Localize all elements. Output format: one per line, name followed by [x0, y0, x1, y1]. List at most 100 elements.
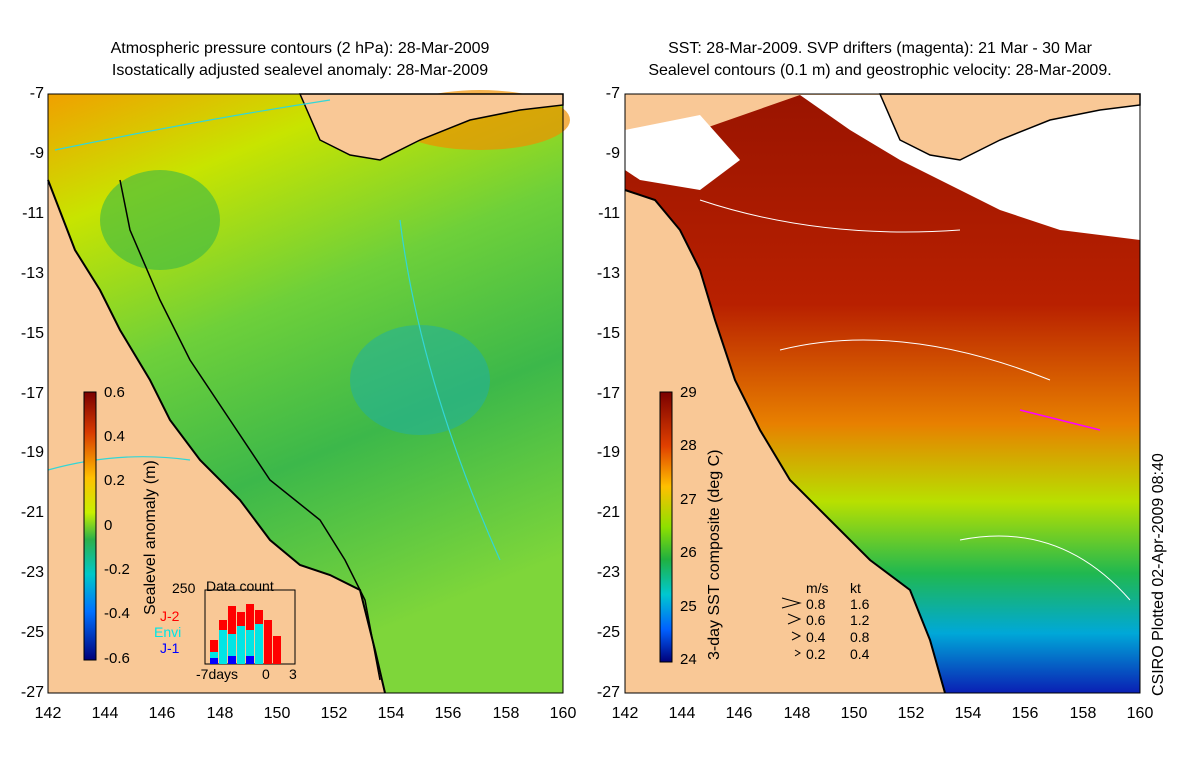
inset-bar — [237, 626, 245, 664]
lon-tick: 142 — [34, 705, 62, 722]
lon-tick: 156 — [1011, 705, 1039, 722]
velocity-arrow-0-2 — [794, 649, 801, 657]
left-map-coastline — [47, 179, 386, 694]
lon-tick: 148 — [783, 705, 811, 722]
left-colorbar — [83, 391, 97, 661]
lat-tick: -27 — [596, 684, 620, 701]
lat-tick: -17 — [20, 385, 44, 402]
lat-tick: -15 — [20, 325, 44, 342]
velocity-legend-ms: 0.2 — [806, 646, 826, 662]
lon-tick: 152 — [320, 705, 348, 722]
inset-legend-j1: J-1 — [160, 640, 180, 656]
left-map-reef-edge — [119, 179, 381, 681]
colorbar-tick: -0.6 — [104, 650, 130, 667]
colorbar-tick: 25 — [680, 598, 697, 615]
lat-tick: -25 — [596, 624, 620, 641]
inset-bar — [246, 630, 254, 664]
lat-tick: -13 — [596, 265, 620, 282]
inset-bar — [273, 636, 281, 664]
left-title-line2: Isostatically adjusted sealevel anomaly:… — [111, 62, 489, 79]
right-title-line2: Sealevel contours (0.1 m) and geostrophi… — [648, 62, 1112, 79]
left-map-low-anomaly-west — [100, 170, 220, 270]
lat-tick: -9 — [605, 145, 620, 162]
left-map — [47, 90, 570, 694]
right-map-sealevel-contour — [779, 339, 1051, 381]
inset-xtick-end: 3 — [289, 666, 297, 682]
left-map-pressure-contour — [54, 99, 331, 151]
inset-bar — [255, 624, 263, 664]
left-title-line1: Atmospheric pressure contours (2 hPa): 2… — [110, 40, 490, 57]
lon-tick: 160 — [1126, 705, 1154, 722]
velocity-legend-kt: 0.4 — [850, 646, 870, 662]
lon-tick: 144 — [668, 705, 696, 722]
right-title-line1: SST: 28-Mar-2009. SVP drifters (magenta)… — [668, 40, 1092, 57]
colorbar-tick: -0.2 — [104, 561, 130, 578]
lon-tick: 160 — [549, 705, 577, 722]
right-map-drifter-track — [1019, 409, 1101, 431]
lon-tick: 146 — [148, 705, 176, 722]
inset-bar — [264, 620, 272, 664]
lat-tick: -11 — [598, 205, 620, 222]
velocity-arrow-0-6 — [787, 613, 802, 625]
lon-tick: 156 — [434, 705, 462, 722]
inset-ymax-label: 250 — [172, 580, 196, 596]
velocity-legend-kt: 0.8 — [850, 629, 870, 645]
velocity-legend-header-kt: kt — [850, 580, 861, 596]
right-map-sealevel-contour — [699, 199, 961, 233]
left-map-low-anomaly-core — [350, 325, 490, 435]
lat-tick: -23 — [596, 564, 620, 581]
velocity-legend-header-ms: m/s — [806, 580, 829, 596]
colorbar-tick: 0.2 — [104, 472, 125, 489]
inset-bar — [210, 658, 218, 664]
lon-tick: 152 — [897, 705, 925, 722]
velocity-legend-ms: 0.4 — [806, 629, 826, 645]
inset-bar — [228, 634, 236, 664]
lon-tick: 142 — [611, 705, 639, 722]
lon-tick: 150 — [840, 705, 868, 722]
right-map-coastline — [624, 189, 946, 694]
right-map-cloud-mask-west — [625, 115, 740, 190]
right-map-ocean-sst-field — [625, 95, 1140, 693]
inset-xtick-zero: 0 — [262, 666, 270, 682]
inset-bar — [246, 656, 254, 664]
right-colorbar-label: 3-day SST composite (deg C) — [706, 449, 723, 660]
velocity-legend-arrows — [781, 597, 802, 657]
velocity-legend-kt: 1.6 — [850, 596, 870, 612]
lon-tick: 158 — [492, 705, 520, 722]
lat-tick: -17 — [596, 385, 620, 402]
right-map-frame — [624, 93, 1141, 694]
lon-tick: 154 — [377, 705, 405, 722]
left-map-pressure-contour — [399, 219, 501, 561]
lat-tick: -21 — [20, 504, 44, 521]
lon-tick: 148 — [206, 705, 234, 722]
velocity-arrow-0-4 — [791, 631, 802, 641]
lat-tick: -15 — [596, 325, 620, 342]
colorbar-tick: 0 — [104, 517, 113, 534]
lat-tick: -7 — [29, 85, 44, 102]
lat-tick: -9 — [29, 145, 44, 162]
lat-tick: -19 — [596, 444, 620, 461]
colorbar-tick: 26 — [680, 544, 697, 561]
lat-tick: -7 — [605, 85, 620, 102]
colorbar-tick: 28 — [680, 437, 697, 454]
left-colorbar-label: Sealevel anomaly (m) — [142, 460, 159, 615]
colorbar-tick: 24 — [680, 651, 697, 668]
right-map — [624, 93, 1141, 694]
velocity-legend-kt: 1.2 — [850, 612, 870, 628]
left-map-frame — [47, 93, 564, 694]
colorbar-tick: 27 — [680, 491, 697, 508]
lon-tick: 144 — [91, 705, 119, 722]
inset-bar — [228, 656, 236, 664]
right-map-cloud-mask — [800, 95, 1140, 240]
inset-bar — [219, 630, 227, 664]
lat-tick: -23 — [20, 564, 44, 581]
lon-tick: 146 — [725, 705, 753, 722]
lat-tick: -21 — [596, 504, 620, 521]
inset-legend-envi: Envi — [154, 624, 182, 640]
left-map-pressure-contour — [47, 456, 191, 471]
inset-xtick-start: -7days — [196, 666, 239, 682]
lat-tick: -25 — [20, 624, 44, 641]
velocity-legend-ms: 0.6 — [806, 612, 826, 628]
right-colorbar — [659, 391, 673, 663]
